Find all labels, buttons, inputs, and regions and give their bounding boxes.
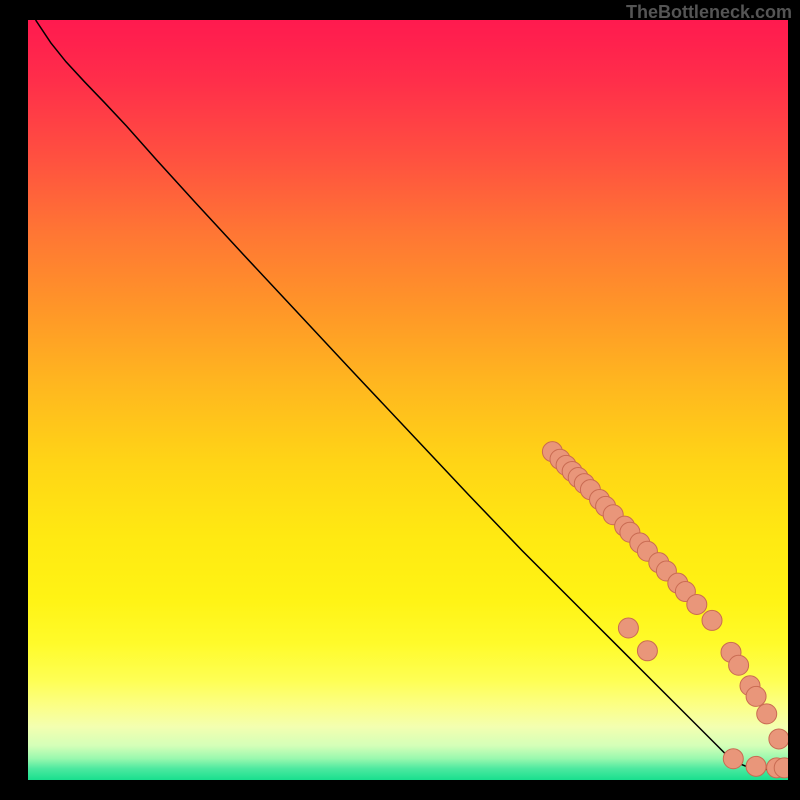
data-marker <box>746 756 766 776</box>
data-marker <box>687 594 707 614</box>
data-marker <box>769 729 788 749</box>
data-marker <box>729 655 749 675</box>
curve-line <box>36 20 785 769</box>
data-marker <box>618 618 638 638</box>
chart-plot-area <box>28 20 788 780</box>
data-marker <box>757 704 777 724</box>
chart-svg-overlay <box>28 20 788 780</box>
data-marker <box>637 641 657 661</box>
data-marker <box>746 686 766 706</box>
watermark-text: TheBottleneck.com <box>626 2 792 23</box>
data-marker <box>723 749 743 769</box>
data-marker <box>702 610 722 630</box>
